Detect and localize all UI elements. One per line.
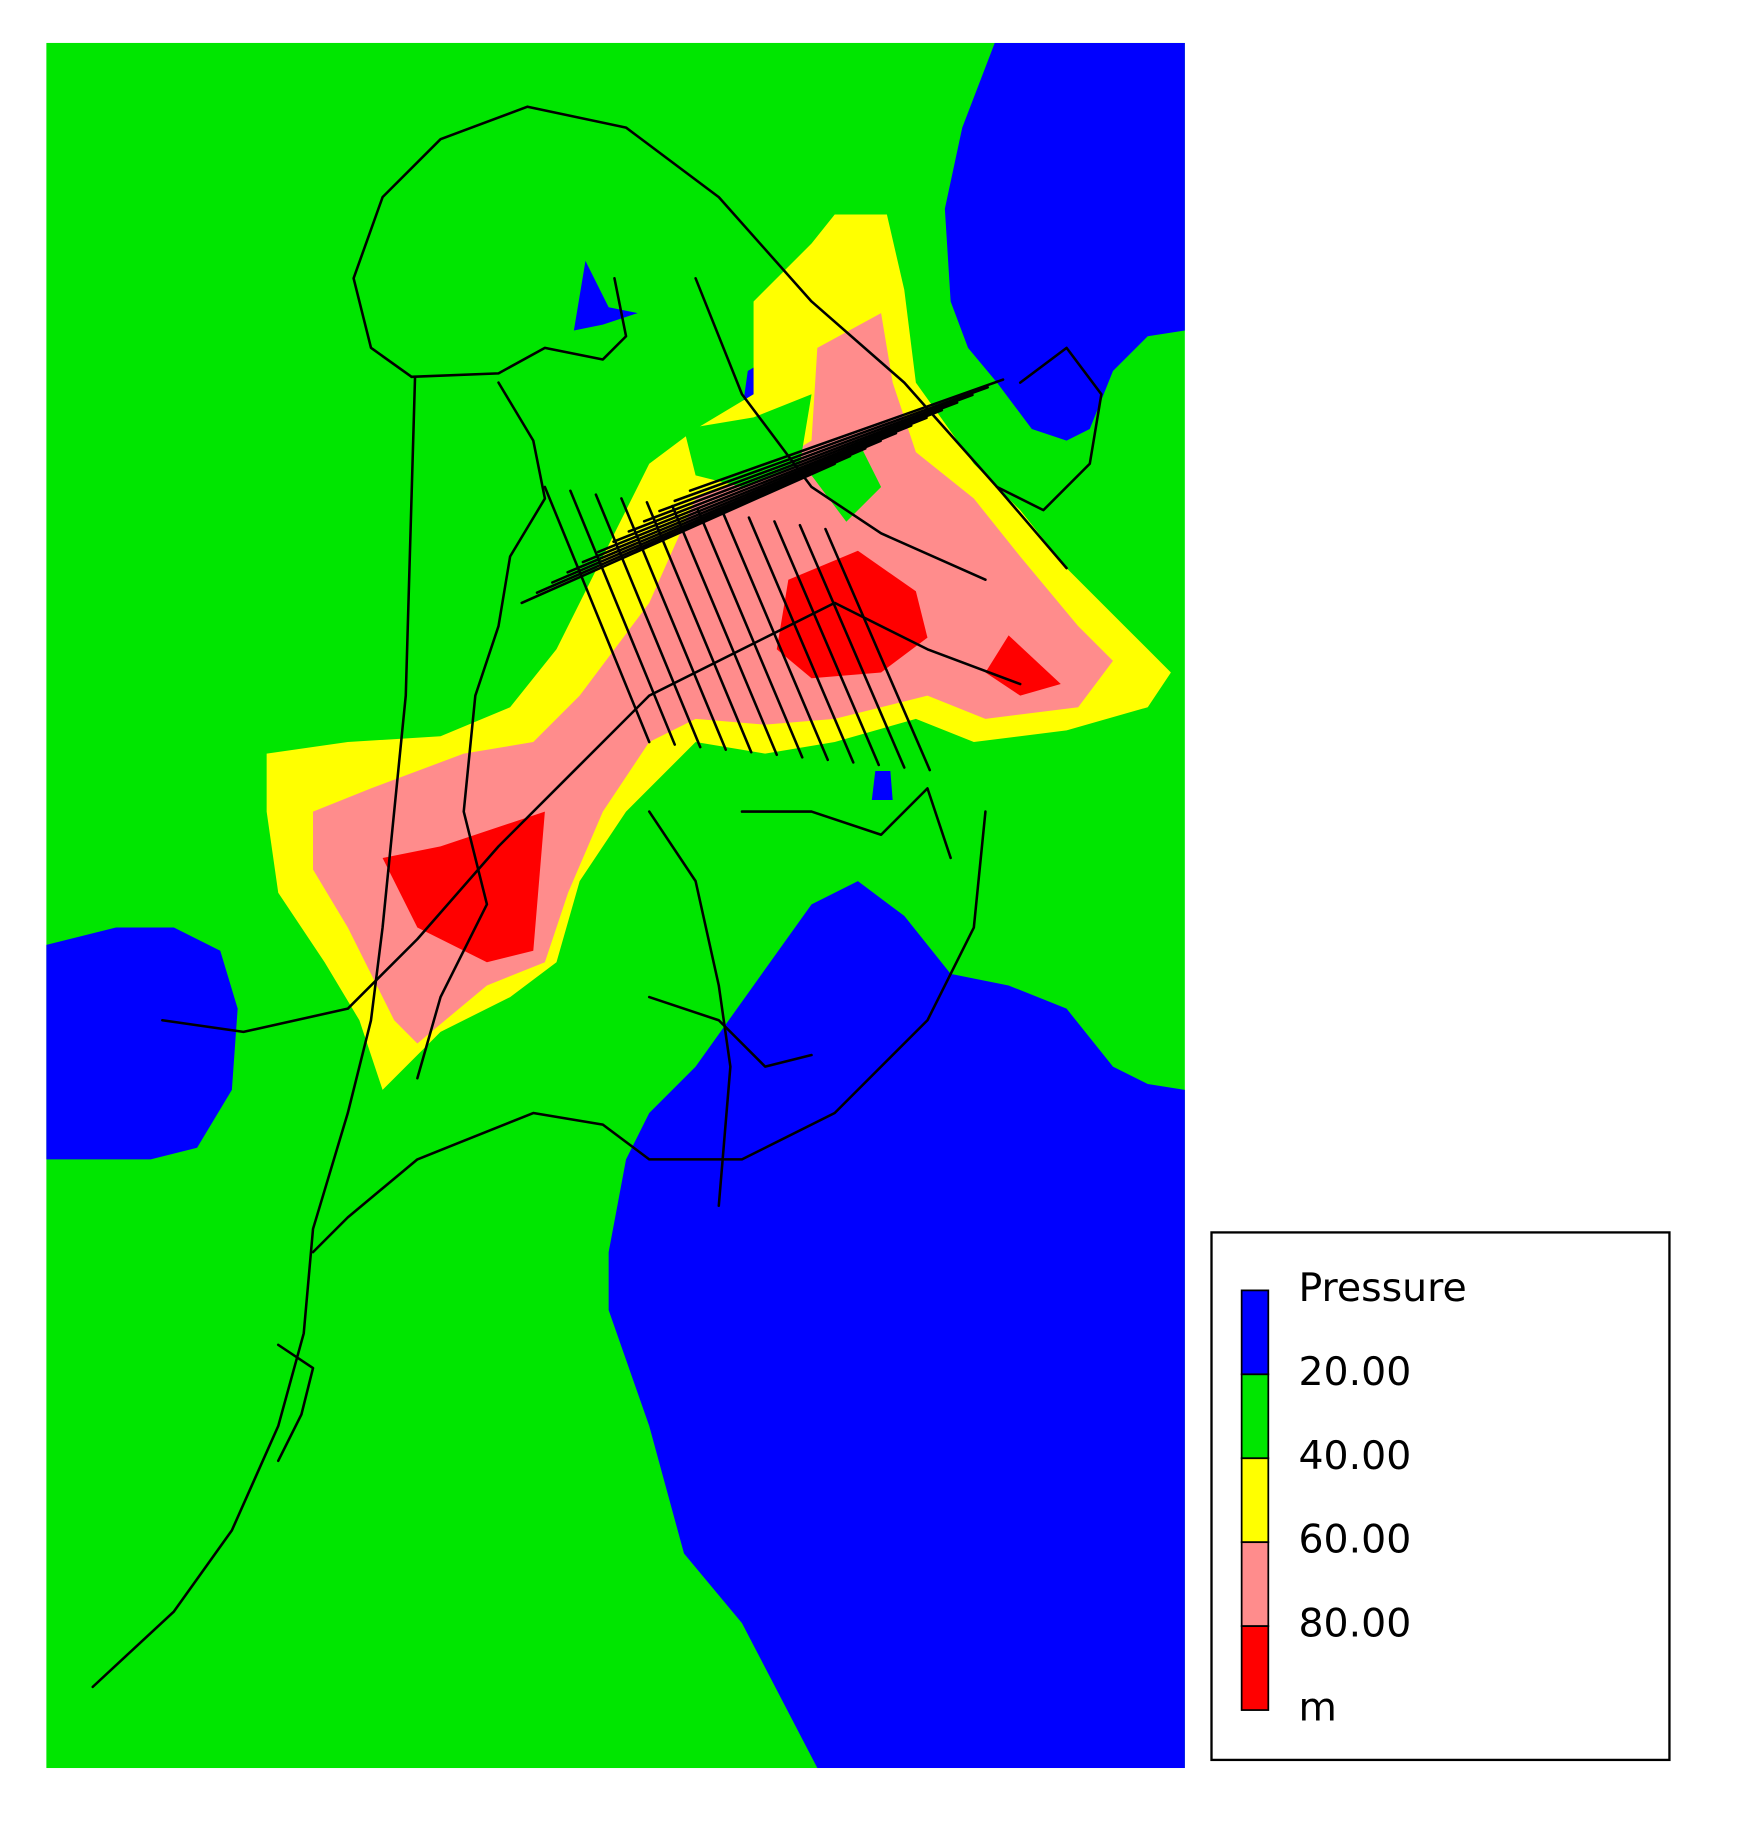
pipe bbox=[535, 454, 852, 594]
pipe bbox=[773, 520, 881, 767]
map bbox=[46, 42, 1185, 1769]
pipe bbox=[627, 408, 944, 533]
pipe bbox=[688, 378, 1005, 492]
legend-color-band bbox=[1240, 1457, 1270, 1544]
pipe bbox=[543, 485, 651, 744]
contour-region bbox=[871, 771, 893, 800]
pipe bbox=[995, 346, 1103, 512]
pipe bbox=[647, 995, 813, 1068]
pipe bbox=[410, 277, 628, 379]
pipe-network bbox=[91, 105, 1103, 1689]
pipe bbox=[581, 431, 898, 564]
pipe bbox=[694, 277, 987, 581]
pipe bbox=[594, 493, 702, 749]
pipe bbox=[798, 523, 906, 769]
pipe bbox=[161, 601, 1022, 1034]
contour-region bbox=[608, 881, 1185, 1769]
pipe bbox=[612, 416, 928, 543]
pipe bbox=[569, 489, 677, 746]
legend-break-label: 20.00 bbox=[1298, 1349, 1411, 1395]
legend-unit: m bbox=[1298, 1685, 1336, 1731]
pipe bbox=[671, 504, 779, 757]
pipe bbox=[747, 516, 855, 764]
legend-color-band bbox=[1240, 1625, 1270, 1711]
contour-region bbox=[46, 927, 238, 1160]
pipe bbox=[566, 439, 882, 574]
pipe bbox=[824, 527, 932, 772]
pipe bbox=[673, 385, 990, 503]
legend-break-label: 80.00 bbox=[1298, 1601, 1411, 1647]
legend-color-band bbox=[1240, 1289, 1270, 1376]
pipe bbox=[311, 810, 987, 1254]
pipe bbox=[642, 401, 959, 523]
pipe bbox=[596, 424, 913, 554]
legend-title: Pressure bbox=[1298, 1265, 1466, 1311]
legend-break-label: 60.00 bbox=[1298, 1517, 1411, 1563]
pipe bbox=[740, 787, 952, 860]
contour-region bbox=[944, 42, 1185, 441]
pipe bbox=[352, 105, 1068, 570]
pipe bbox=[645, 500, 753, 754]
pipe bbox=[276, 1343, 315, 1463]
legend-color-band bbox=[1240, 1541, 1270, 1627]
pipe bbox=[647, 810, 732, 1208]
pipe bbox=[551, 447, 867, 584]
contour-region bbox=[811, 440, 882, 522]
pipe bbox=[696, 508, 804, 759]
pipe bbox=[520, 462, 836, 605]
pipe bbox=[416, 381, 547, 1080]
pipe bbox=[658, 393, 974, 513]
legend-color-band bbox=[1240, 1373, 1270, 1460]
legend-box bbox=[1210, 1231, 1671, 1762]
pipe bbox=[722, 512, 830, 762]
legend: Pressure 20.00 40.00 60.00 80.00 m bbox=[1210, 1231, 1671, 1762]
legend-break-label: 40.00 bbox=[1298, 1433, 1411, 1479]
contour-region bbox=[985, 635, 1061, 696]
contour-region bbox=[776, 550, 928, 679]
pipe bbox=[91, 375, 417, 1689]
